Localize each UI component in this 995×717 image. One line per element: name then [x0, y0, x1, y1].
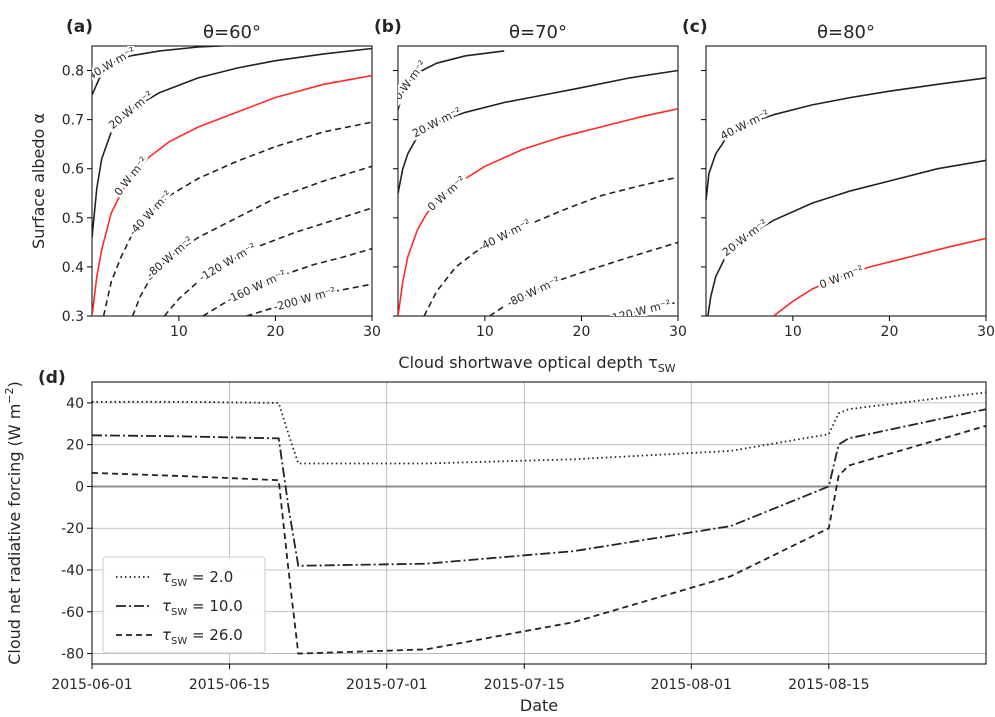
panel-a-contours: 40 W m⁻² 20 W m⁻² 0 W m⁻²-40 W m⁻²-80 W m⁻…	[86, 45, 372, 316]
contour-line	[707, 159, 986, 316]
panel-a-ticks: 10 20 30 0.3 0.4 0.5 0.6 0.7 0.8	[62, 64, 381, 340]
contour-label: -200 W m⁻²	[272, 285, 337, 314]
contour-line	[202, 247, 372, 316]
contour-line	[246, 283, 372, 316]
legend-entry: τSW = 10.0	[162, 597, 243, 618]
panel-d: 2015-06-01 2015-06-15 2015-07-01 2015-07-15…	[3, 368, 987, 715]
panel-d-frame	[91, 381, 987, 665]
panel-a: 40 W m⁻² 20 W m⁻² 0 W m⁻²-40 W m⁻²-80 W m⁻…	[29, 17, 381, 340]
x-tick-label: 2015-08-01	[651, 677, 732, 693]
contour-label: -80 W m⁻²	[144, 234, 195, 281]
x-tick-label: 2015-08-15	[788, 677, 869, 693]
y-tick-label: 0.8	[62, 64, 84, 80]
x-tick-label: 30	[363, 324, 381, 340]
contour-line	[773, 237, 986, 316]
contour-line	[131, 165, 372, 316]
x-tick-label: 20	[573, 324, 591, 340]
contour-label: 0 W m⁻²	[818, 263, 865, 291]
series-line	[92, 425, 986, 655]
panel-d-ticks: 2015-06-01 2015-06-15 2015-07-01 2015-07-15…	[51, 396, 869, 693]
contour-line	[398, 108, 678, 316]
panel-b-label: (b)	[374, 17, 402, 37]
y-tick-label: 0.5	[62, 211, 84, 227]
y-tick-label: -40	[61, 563, 84, 579]
x-tick-label: 2015-06-01	[51, 677, 132, 693]
legend-entry: τSW = 26.0	[162, 626, 243, 647]
contour-label: -40 W m⁻²	[126, 188, 174, 238]
y-tick-label: 0.3	[62, 309, 84, 325]
x-tick-label: 20	[267, 324, 285, 340]
contour-label: 20 W m⁻²	[720, 217, 770, 259]
panel-c-label: (c)	[682, 17, 708, 37]
contour-label: 0 W m⁻²	[112, 154, 151, 198]
y-tick-label: 20	[66, 438, 84, 454]
contour-line	[92, 47, 372, 238]
contour-label: -80 W m⁻²	[505, 274, 562, 310]
contour-line	[398, 69, 678, 194]
x-tick-label: 2015-07-01	[346, 677, 427, 693]
panel-a-label: (a)	[66, 17, 93, 37]
y-tick-label: -60	[61, 605, 84, 621]
panel-d-series	[92, 391, 986, 655]
contour-line	[163, 207, 372, 316]
x-tick-label: 30	[669, 324, 687, 340]
series-line	[92, 408, 986, 567]
panel-c: 40 W m⁻² 20 W m⁻² 0 W m⁻² 10 20 30 (c) θ=80°	[682, 17, 995, 340]
contour-line	[92, 46, 238, 96]
contour-line	[489, 241, 678, 316]
panel-a-title: θ=60°	[203, 22, 261, 43]
legend-entry: τSW = 2.0	[162, 568, 233, 589]
y-tick-label: -20	[61, 521, 84, 537]
y-tick-label: 0.6	[62, 162, 84, 178]
panel-b: 40 W m⁻²20 W m⁻² 0 W m⁻²-40 W m⁻² -80 W m⁻…	[374, 17, 687, 340]
x-tick-label: 20	[881, 324, 899, 340]
contour-label: 20 W m⁻²	[410, 105, 463, 141]
contour-line	[92, 74, 372, 316]
contour-line	[398, 50, 505, 111]
contour-line	[706, 77, 986, 201]
contour-label: 40 W m⁻²	[86, 45, 138, 83]
x-tick-label: 30	[977, 324, 995, 340]
panel-c-frame	[705, 45, 987, 317]
panel-b-contours: 40 W m⁻²20 W m⁻² 0 W m⁻²-40 W m⁻² -80 W m⁻…	[387, 50, 678, 325]
y-tick-label: 0.4	[62, 260, 84, 276]
contour-label: 40 W m⁻²	[387, 58, 429, 108]
panel-b-frame	[397, 45, 679, 317]
x-tick-label: 10	[170, 324, 188, 340]
panel-c-contours: 40 W m⁻² 20 W m⁻² 0 W m⁻²	[706, 77, 986, 316]
contour-label: 20 W m⁻²	[106, 88, 155, 131]
x-tick-label: 10	[476, 324, 494, 340]
contour-label: -120 W m⁻²	[607, 297, 672, 325]
panel-c-ticks: 10 20 30	[701, 70, 995, 340]
panel-d-ylabel: Cloud net radiative forcing (W m−2)	[3, 381, 24, 665]
top-row-xlabel: Cloud shortwave optical depth τSW	[398, 353, 675, 375]
panel-d-xlabel: Date	[520, 696, 558, 715]
panel-a-ylabel: Surface albedo α	[29, 113, 48, 249]
y-tick-label: 40	[66, 396, 84, 412]
panel-b-ticks: 10 20 30	[393, 70, 687, 340]
panel-b-title: θ=70°	[509, 22, 567, 43]
contour-label: 40 W m⁻²	[718, 107, 771, 143]
contour-label: -120 W m⁻²	[197, 241, 258, 285]
contour-line	[102, 121, 372, 316]
x-tick-label: 2015-07-15	[484, 677, 565, 693]
panel-c-title: θ=80°	[817, 22, 875, 43]
panel-d-label: (d)	[38, 368, 66, 388]
contour-line	[423, 176, 678, 316]
contour-label: 0 W m⁻²	[425, 174, 468, 214]
y-tick-label: -80	[61, 647, 84, 663]
y-tick-label: 0	[75, 479, 84, 495]
y-tick-label: 0.7	[62, 113, 84, 129]
legend: τSW = 2.0 τSW = 10.0 τSW = 26.0	[102, 556, 266, 654]
legend-box	[102, 556, 266, 654]
x-tick-label: 2015-06-15	[189, 677, 270, 693]
x-tick-label: 10	[784, 324, 802, 340]
contour-label: -40 W m⁻²	[476, 217, 532, 254]
